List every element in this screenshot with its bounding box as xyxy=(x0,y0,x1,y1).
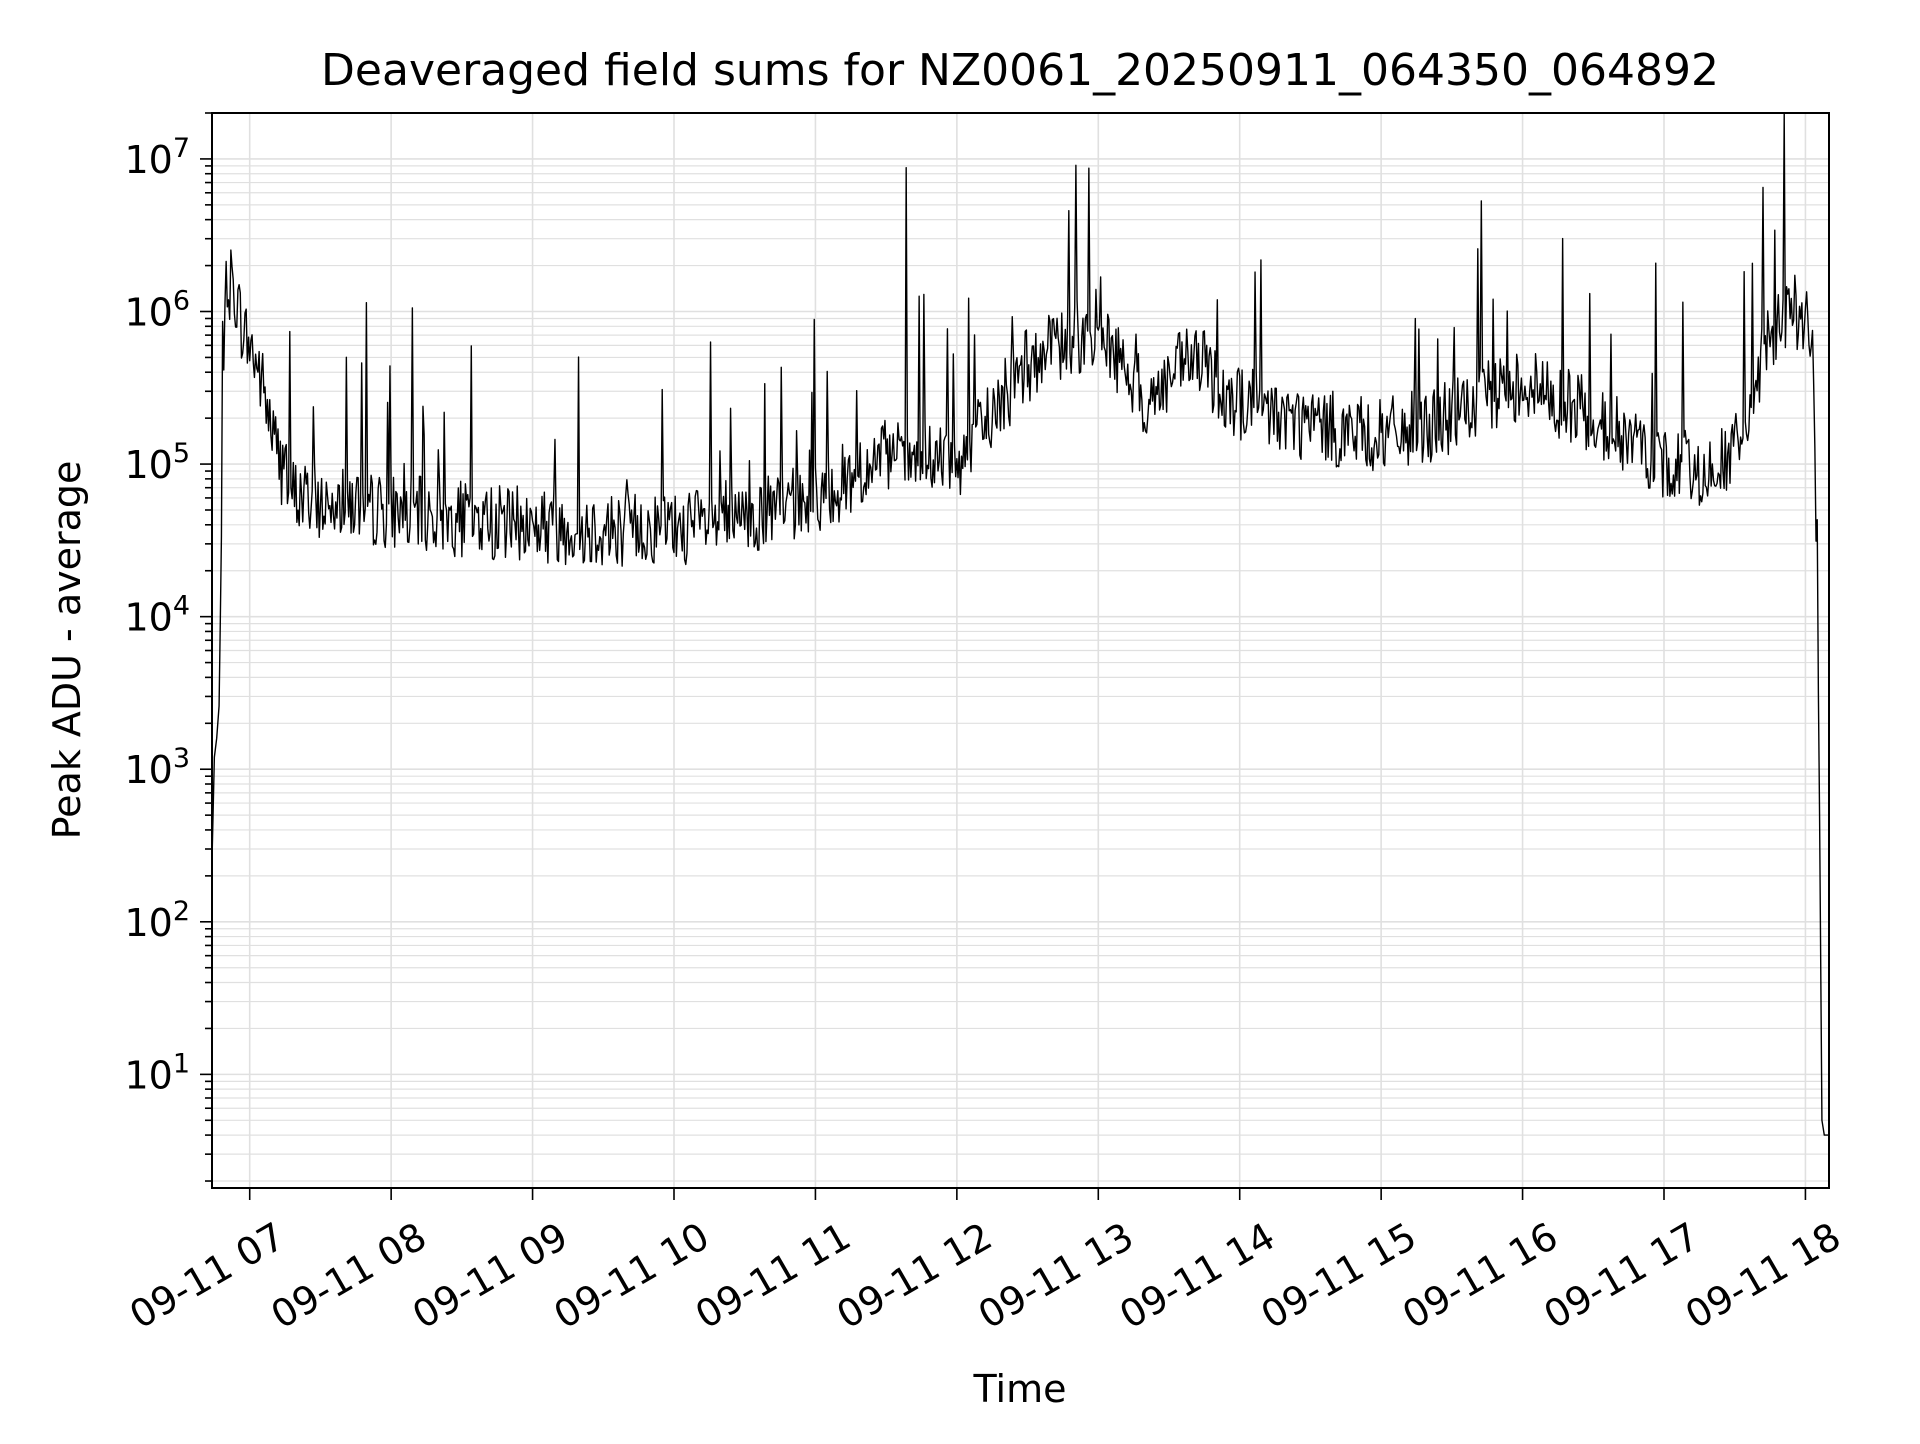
y-tick-label: 107 xyxy=(124,133,190,182)
y-tick-label: 101 xyxy=(124,1048,190,1097)
y-tick-label: 105 xyxy=(124,438,190,487)
y-tick-label: 104 xyxy=(124,591,190,640)
y-tick-label: 106 xyxy=(124,286,190,335)
x-axis-label: Time xyxy=(973,1367,1067,1411)
chart-title: Deaveraged field sums for NZ0061_2025091… xyxy=(321,45,1719,96)
y-axis-label: Peak ADU - average xyxy=(45,461,89,840)
grid xyxy=(212,112,1829,1188)
y-tick-label: 102 xyxy=(124,896,190,945)
series-line xyxy=(211,112,1829,1136)
plot-area xyxy=(211,112,1829,1136)
y-tick-label: 103 xyxy=(124,743,190,792)
